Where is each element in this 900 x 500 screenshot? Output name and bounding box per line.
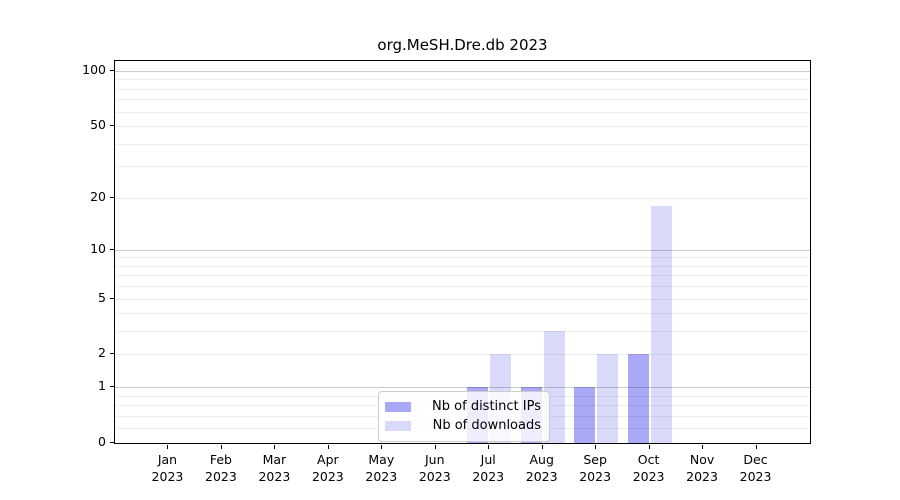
x-tick-label-jul: Jul 2023: [472, 452, 505, 484]
x-tick-label-aug: Aug 2023: [525, 452, 558, 484]
x-tick-label-jun: Jun 2023: [418, 452, 451, 484]
y-tick-label-0: 0: [98, 434, 106, 449]
x-tick-label-may: May 2023: [365, 452, 398, 484]
y-tick-mark-1: [110, 386, 114, 388]
gridline-7: [115, 275, 810, 277]
legend-label-distinct-ips: Nb of distinct IPs: [432, 399, 541, 414]
bar-distinct-ips-sep: [574, 387, 596, 443]
gridline-6: [115, 286, 810, 288]
gridline-60: [115, 111, 810, 113]
y-tick-mark-10: [110, 248, 114, 250]
x-tick-label-sep: Sep 2023: [579, 452, 612, 484]
bar-downloads-sep: [597, 354, 619, 443]
legend-swatch-downloads: [385, 420, 411, 431]
x-tick-mark-jan: [167, 445, 169, 449]
x-tick-label-nov: Nov 2023: [686, 452, 718, 484]
bar-distinct-ips-oct: [627, 354, 649, 443]
y-tick-mark-5: [110, 297, 114, 299]
x-tick-mark-jul: [488, 445, 490, 449]
gridline-50: [115, 126, 810, 128]
bar-downloads-oct: [650, 205, 672, 443]
x-tick-mark-mar: [274, 445, 276, 449]
y-tick-mark-2: [110, 353, 114, 355]
gridline-5: [115, 298, 810, 300]
x-tick-mark-feb: [220, 445, 222, 449]
gridline-20: [115, 197, 810, 199]
y-tick-mark-0: [110, 442, 114, 443]
x-tick-label-dec: Dec 2023: [739, 452, 772, 484]
legend-item-downloads: Nb of downloads: [385, 416, 541, 435]
y-tick-label-50: 50: [90, 117, 106, 133]
x-tick-label-jan: Jan 2023: [151, 452, 184, 484]
y-tick-label-100: 100: [82, 62, 106, 77]
x-tick-label-mar: Mar 2023: [258, 452, 291, 484]
gridline-4: [115, 313, 810, 315]
x-tick-mark-nov: [702, 445, 704, 449]
y-tick-label-20: 20: [90, 188, 106, 204]
gridline-30: [115, 166, 810, 168]
y-tick-mark-100: [110, 70, 114, 71]
x-tick-mark-aug: [541, 445, 543, 449]
chart-title: org.MeSH.Dre.db 2023: [377, 36, 548, 54]
legend-label-downloads: Nb of downloads: [432, 418, 541, 433]
gridline-2: [115, 354, 810, 356]
y-tick-mark-50: [110, 125, 114, 127]
gridline-40: [115, 143, 810, 145]
gridline-3: [115, 331, 810, 333]
gridline-90: [115, 79, 810, 81]
x-tick-mark-oct: [648, 445, 650, 449]
gridline-1: [115, 387, 810, 389]
y-tick-label-5: 5: [98, 289, 106, 305]
x-tick-mark-apr: [327, 445, 329, 449]
gridline-70: [115, 99, 810, 101]
legend-swatch-distinct-ips: [385, 401, 411, 412]
x-tick-mark-sep: [595, 445, 597, 449]
x-tick-label-feb: Feb 2023: [205, 452, 237, 484]
gridline-9: [115, 257, 810, 259]
gridline-8: [115, 265, 810, 267]
x-tick-mark-jun: [434, 445, 436, 449]
x-tick-label-apr: Apr 2023: [311, 452, 344, 484]
plot-area: Nb of distinct IPs Nb of downloads: [114, 60, 811, 444]
gridline-10: [115, 249, 810, 251]
x-tick-mark-may: [381, 445, 383, 449]
y-tick-mark-20: [110, 196, 114, 198]
x-tick-label-oct: Oct 2023: [632, 452, 665, 484]
gridline-100: [115, 71, 810, 72]
y-tick-label-1: 1: [98, 378, 106, 394]
x-tick-mark-dec: [755, 445, 757, 449]
y-tick-label-10: 10: [90, 240, 106, 256]
legend-item-distinct-ips: Nb of distinct IPs: [385, 397, 541, 416]
gridline-80: [115, 88, 810, 90]
y-tick-label-2: 2: [98, 345, 106, 361]
legend: Nb of distinct IPs Nb of downloads: [378, 391, 550, 442]
